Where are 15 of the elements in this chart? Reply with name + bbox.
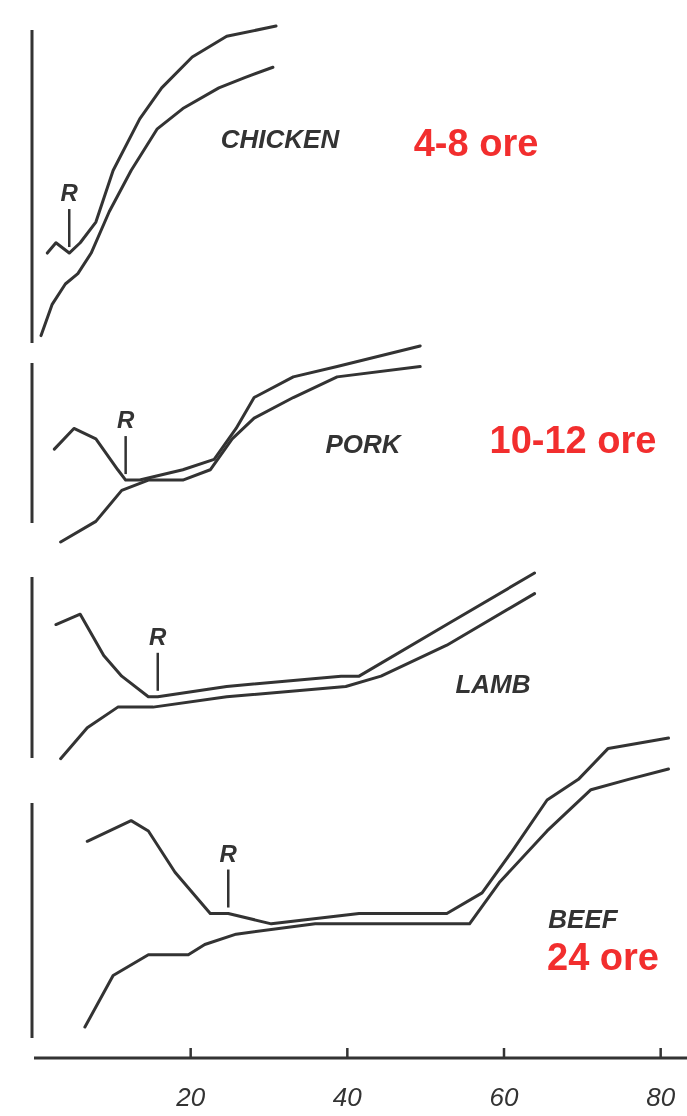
annotation: 4-8 ore [413,122,539,164]
x-tick-label: 80 [646,1082,676,1112]
annotation: CHICKEN [220,124,341,154]
annotation: R [149,622,168,650]
annotation: R [60,179,79,207]
x-tick-label: 20 [175,1082,206,1112]
annotation: LAMB [455,669,531,699]
annotation: 24 ore [547,936,659,978]
x-tick-label: 40 [332,1082,363,1112]
annotation: R [219,839,238,867]
annotation: BEEF [548,904,619,934]
annotation: 10-12 ore [489,419,657,461]
annotation: PORK [325,429,403,459]
annotation: R [116,406,135,434]
x-tick-label: 60 [489,1082,519,1112]
